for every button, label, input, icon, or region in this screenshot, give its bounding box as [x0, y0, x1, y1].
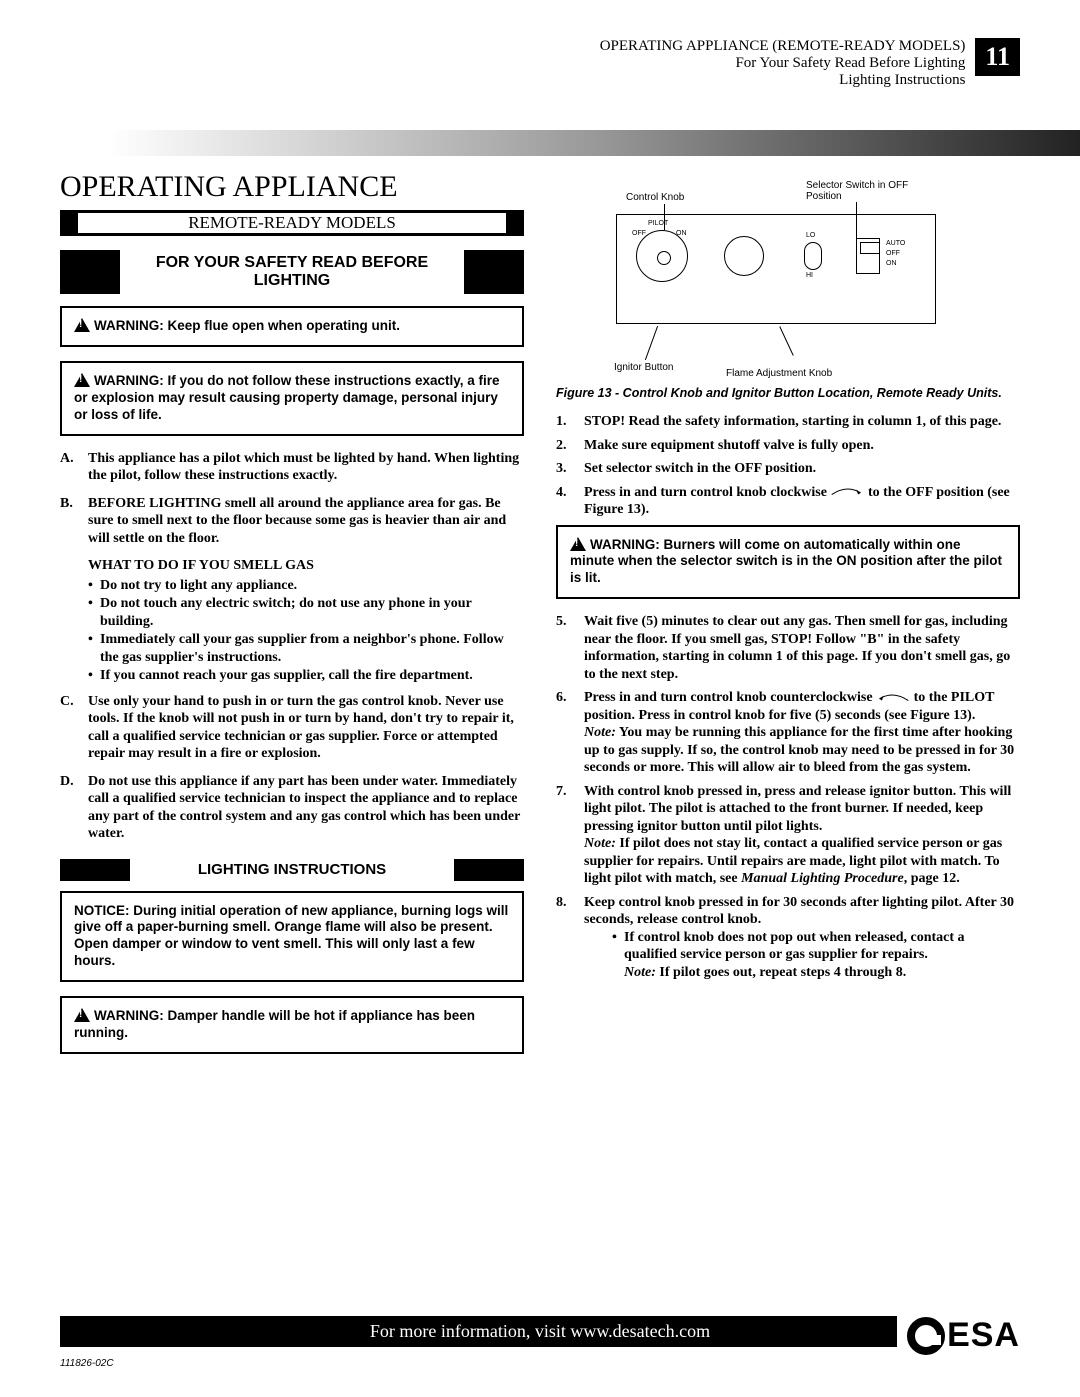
warning-icon: [74, 1008, 90, 1022]
page-number: 11: [975, 38, 1020, 76]
smell-gas-head: WHAT TO DO IF YOU SMELL GAS: [88, 557, 524, 575]
step-8: Keep control knob pressed in for 30 seco…: [584, 894, 1020, 982]
subtitle-bar: REMOTE-READY MODELS: [60, 210, 524, 236]
notice-text: NOTICE: During initial operation of new …: [74, 903, 508, 969]
bullet: Do not try to light any appliance.: [88, 577, 524, 595]
notice-box: NOTICE: During initial operation of new …: [60, 891, 524, 983]
subtitle-text: REMOTE-READY MODELS: [78, 213, 506, 233]
lighting-steps-2: 5.Wait five (5) minutes to clear out any…: [556, 613, 1020, 981]
item-d: D.Do not use this appliance if any part …: [60, 773, 524, 843]
label-ignitor: Ignitor Button: [614, 362, 673, 373]
figure-caption: Figure 13 - Control Knob and Ignitor But…: [556, 386, 1020, 401]
brand-logo: ESA: [897, 1316, 1020, 1355]
header-line-1: OPERATING APPLIANCE (REMOTE-READY MODELS…: [600, 38, 966, 55]
smell-gas-bullets: Do not try to light any appliance. Do no…: [88, 577, 524, 685]
footer-text: For more information, visit www.desatech…: [370, 1321, 710, 1341]
warning-follow-text: WARNING: If you do not follow these inst…: [74, 373, 500, 422]
warning-icon: [74, 318, 90, 332]
gradient-bar: [0, 130, 1080, 156]
control-diagram: Control Knob Selector Switch in OFF Posi…: [556, 170, 1020, 380]
header-line-3: Lighting Instructions: [600, 72, 966, 89]
header-line-2: For Your Safety Read Before Lighting: [600, 55, 966, 72]
logo-icon: [907, 1317, 945, 1355]
label-flame: Flame Adjustment Knob: [726, 368, 832, 379]
step-3: Set selector switch in the OFF position.: [584, 460, 1020, 478]
warning-burner-text: WARNING: Burners will come on automatica…: [570, 537, 1002, 586]
footer-bar: For more information, visit www.desatech…: [60, 1316, 1020, 1347]
warning-icon: [570, 537, 586, 551]
arrow-cw-icon: [830, 485, 864, 499]
warning-damper-text: WARNING: Damper handle will be hot if ap…: [74, 1008, 475, 1040]
selector-switch-icon: [856, 238, 880, 274]
bullet: If you cannot reach your gas supplier, c…: [88, 667, 524, 685]
document-code: 111826-02C: [60, 1358, 114, 1369]
logo-text: ESA: [947, 1316, 1020, 1355]
step-7: With control knob pressed in, press and …: [584, 783, 1020, 888]
step-2: Make sure equipment shutoff valve is ful…: [584, 437, 1020, 455]
warning-icon: [74, 373, 90, 387]
ignitor-knob-icon: [724, 236, 764, 276]
arrow-ccw-icon: [876, 691, 910, 705]
page-header: OPERATING APPLIANCE (REMOTE-READY MODELS…: [600, 38, 1020, 89]
step-6: Press in and turn control knob countercl…: [584, 689, 1020, 777]
right-column: Control Knob Selector Switch in OFF Posi…: [556, 170, 1020, 1068]
step-1: STOP! Read the safety information, start…: [584, 413, 1020, 431]
step-4: Press in and turn control knob clockwise…: [584, 484, 1020, 519]
warning-flue-text: WARNING: Keep flue open when operating u…: [94, 318, 400, 333]
warning-follow-box: WARNING: If you do not follow these inst…: [60, 361, 524, 436]
item-a: A.This appliance has a pilot which must …: [60, 450, 524, 485]
bullet: Do not touch any electric switch; do not…: [88, 595, 524, 630]
left-column: OPERATING APPLIANCE REMOTE-READY MODELS …: [60, 170, 524, 1068]
control-knob-icon: [636, 230, 688, 282]
warning-flue-box: WARNING: Keep flue open when operating u…: [60, 306, 524, 347]
label-selector: Selector Switch in OFF Position: [806, 180, 926, 202]
safety-band-text: FOR YOUR SAFETY READ BEFORE LIGHTING: [120, 250, 464, 294]
safety-band: FOR YOUR SAFETY READ BEFORE LIGHTING: [60, 250, 524, 294]
step-8-bullet: If control knob does not pop out when re…: [612, 929, 1020, 982]
page-title: OPERATING APPLIANCE: [60, 170, 524, 204]
flame-knob-icon: [804, 242, 822, 270]
step-5: Wait five (5) minutes to clear out any g…: [584, 613, 1020, 683]
warning-damper-box: WARNING: Damper handle will be hot if ap…: [60, 996, 524, 1054]
item-b: B.BEFORE LIGHTING smell all around the a…: [60, 495, 524, 548]
warning-burner-box: WARNING: Burners will come on automatica…: [556, 525, 1020, 600]
item-c: C.Use only your hand to push in or turn …: [60, 693, 524, 763]
lighting-steps: 1.STOP! Read the safety information, sta…: [556, 413, 1020, 519]
lighting-band: LIGHTING INSTRUCTIONS: [60, 859, 524, 881]
label-control-knob: Control Knob: [626, 192, 684, 203]
lighting-band-text: LIGHTING INSTRUCTIONS: [130, 859, 454, 881]
bullet: Immediately call your gas supplier from …: [88, 631, 524, 666]
